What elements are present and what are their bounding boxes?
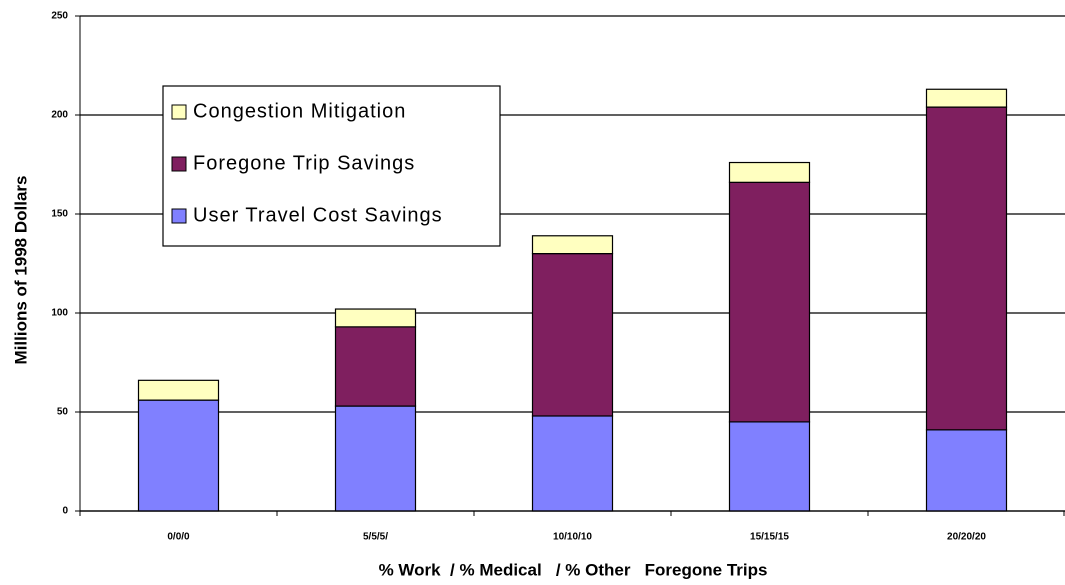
y-tick-label: 50	[57, 407, 69, 418]
bar-segment	[137, 399, 220, 512]
bar-segment	[728, 161, 811, 183]
legend-box	[162, 85, 501, 247]
legend-label: Foregone Trip Savings	[193, 152, 415, 174]
x-tick-label: 15/15/15	[750, 532, 789, 543]
bar-segment	[925, 106, 1008, 431]
bar-segment	[531, 235, 614, 255]
legend-swatch	[171, 156, 187, 172]
legend-label: Congestion Mitigation	[193, 100, 406, 122]
bar-segment	[334, 405, 417, 512]
x-axis-label: % Work / % Medical / % Other Foregone Tr…	[379, 560, 768, 579]
x-tick-label: 20/20/20	[947, 532, 986, 543]
legend-swatch	[171, 104, 187, 120]
y-axis-label: Millions of 1998 Dollars	[11, 176, 30, 365]
bar-segment	[531, 415, 614, 512]
y-tick-label: 150	[51, 209, 68, 220]
bar-segment	[334, 308, 417, 328]
y-tick-label: 200	[51, 110, 68, 121]
bar-segment	[728, 421, 811, 512]
legend-label: User Travel Cost Savings	[193, 204, 443, 226]
legend-swatch	[171, 208, 187, 224]
bar-segment	[531, 253, 614, 417]
bar-segment	[925, 429, 1008, 512]
x-tick-label: 10/10/10	[553, 532, 592, 543]
y-tick-label: 250	[51, 11, 68, 22]
y-tick-label: 0	[62, 506, 68, 517]
x-tick-label: 0/0/0	[167, 532, 190, 543]
bar-segment	[137, 379, 220, 401]
bar-segment	[925, 88, 1008, 108]
y-tick-label: 100	[51, 308, 68, 319]
bar-segment	[728, 181, 811, 423]
bar-segment	[334, 326, 417, 407]
x-tick-label: 5/5/5/	[363, 532, 388, 543]
